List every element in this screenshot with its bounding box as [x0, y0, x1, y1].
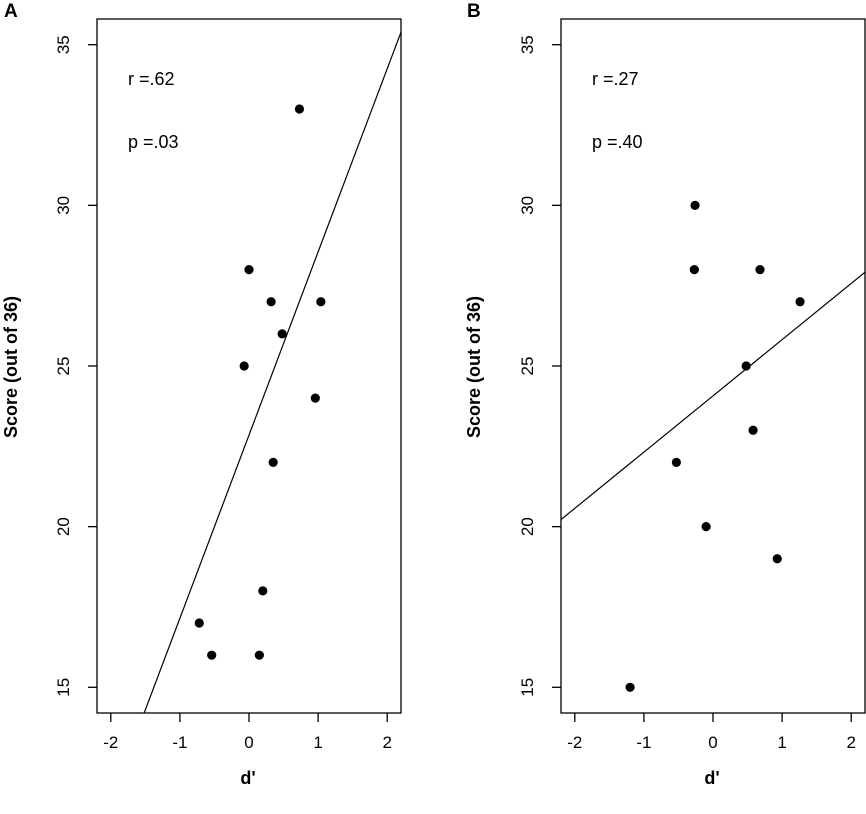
panel-b-x-axis-title: d' — [704, 768, 719, 788]
panel-b-y-tick-label: 25 — [518, 357, 537, 376]
panel-a-x-tick-label: -2 — [103, 733, 118, 752]
panel-a-data-point — [266, 297, 276, 307]
panel-a: A Score (out of 36) d' r =.62 p =.03 -2 -… — [1, 1, 402, 788]
panel-b-data-point — [701, 522, 711, 532]
panel-b-x-tick-label: -1 — [636, 733, 651, 752]
panel-b-x-tick-label: 0 — [708, 733, 717, 752]
panel-b-data-point — [690, 200, 700, 210]
panel-a-data-point — [207, 650, 217, 660]
panel-b-label: B — [467, 1, 481, 22]
panel-a-y-tick-label: 20 — [54, 517, 73, 536]
panel-b-x-tick-label: 2 — [846, 733, 855, 752]
panel-b-y-tick-label: 20 — [518, 517, 537, 536]
panel-b-plot-frame — [560, 18, 866, 714]
panel-b-data-point — [741, 361, 751, 371]
panel-a-x-tick-label: 0 — [244, 733, 253, 752]
panel-b-data-point — [748, 425, 758, 435]
panel-b-fit-line — [561, 271, 865, 521]
panel-b-y-tick-label: 15 — [518, 678, 537, 697]
panel-b-data-point — [755, 265, 765, 275]
panel-a-x-tick-label: 1 — [313, 733, 322, 752]
panel-b-data-point — [625, 682, 635, 692]
panel-a-plot-frame — [96, 18, 402, 714]
panel-a-y-tick-label: 25 — [54, 357, 73, 376]
panel-a-y-tick-label: 15 — [54, 678, 73, 697]
panel-b-data-point — [689, 265, 699, 275]
panel-b-data-point — [671, 457, 681, 467]
panel-b-data-point — [795, 297, 805, 307]
panel-a-x-tick-label: 2 — [382, 733, 391, 752]
panel-a-data-point — [258, 586, 268, 596]
panel-b-y-axis-title: Score (out of 36) — [464, 296, 484, 438]
panel-a-p-annotation: p =.03 — [128, 132, 179, 152]
panel-a-data-point — [316, 297, 326, 307]
panel-a-data-point — [244, 265, 254, 275]
panel-b-p-annotation: p =.40 — [592, 132, 643, 152]
panel-a-x-tick-label: -1 — [172, 733, 187, 752]
panel-a-y-tick-label: 35 — [54, 35, 73, 54]
panel-a-y-axis-title: Score (out of 36) — [1, 296, 21, 438]
panel-b: B Score (out of 36) d' r =.27 p =.40 -2 -… — [464, 1, 866, 788]
panel-a-data-point — [239, 361, 249, 371]
panel-b-x-tick-label: 1 — [777, 733, 786, 752]
panel-b-y-tick-label: 35 — [518, 35, 537, 54]
panel-a-x-axis-title: d' — [240, 768, 255, 788]
panel-a-fit-line — [143, 31, 401, 713]
panel-b-x-tick-label: -2 — [567, 733, 582, 752]
panel-a-r-annotation: r =.62 — [128, 69, 175, 89]
panel-a-data-point — [294, 104, 305, 114]
panel-a-y-tick-label: 30 — [54, 196, 73, 215]
panel-a-data-point — [254, 650, 264, 660]
panel-a-data-point — [277, 329, 287, 339]
panel-a-label: A — [4, 1, 18, 22]
panel-b-y-tick-label: 30 — [518, 196, 537, 215]
panel-b-data-point — [772, 554, 782, 564]
panel-a-data-point — [310, 393, 320, 403]
panel-b-r-annotation: r =.27 — [592, 69, 639, 89]
panel-a-data-point — [268, 457, 278, 467]
panel-a-data-point — [194, 618, 204, 628]
